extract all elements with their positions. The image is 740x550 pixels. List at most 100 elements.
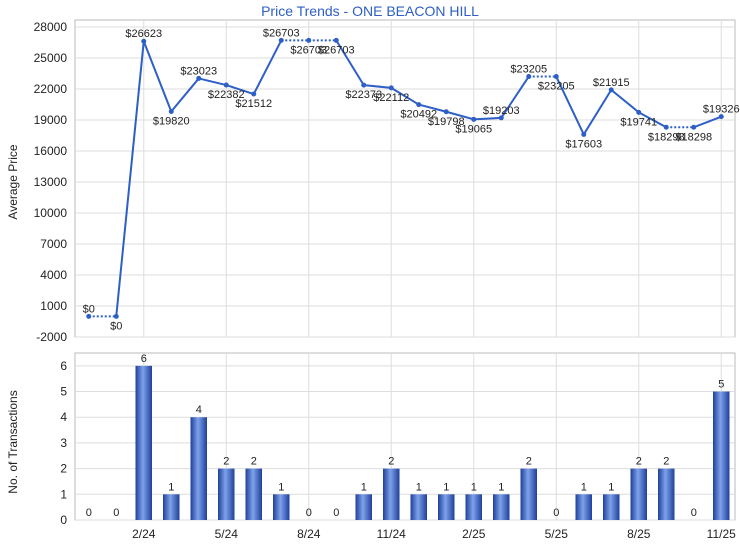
data-label: 1 — [581, 481, 587, 493]
data-label: $19326 — [703, 104, 740, 116]
bar — [438, 494, 455, 520]
y-tick-label: 2 — [60, 462, 67, 476]
line-segment — [610, 89, 640, 114]
point — [251, 91, 257, 97]
bar — [135, 365, 152, 520]
point — [141, 38, 147, 44]
line-segment — [115, 41, 145, 317]
y-tick-label: 4 — [60, 410, 67, 424]
y-tick-label: 25000 — [34, 51, 68, 65]
y-tick-label: 1000 — [40, 299, 67, 313]
data-label: 0 — [86, 507, 92, 519]
data-label: 1 — [416, 481, 422, 493]
data-label: 0 — [306, 507, 312, 519]
y-tick-label: 7000 — [40, 237, 67, 251]
data-label: 2 — [636, 456, 642, 468]
bar — [383, 468, 400, 520]
x-tick-label: 8/24 — [297, 527, 321, 541]
y-tick-label: -2000 — [36, 330, 67, 344]
x-tick-label: 11/25 — [707, 527, 736, 541]
y-tick-label: 3 — [60, 436, 67, 450]
point — [278, 37, 284, 43]
data-label: 1 — [168, 481, 174, 493]
line-segment — [418, 103, 447, 113]
line-segment — [390, 86, 420, 106]
line-segment — [693, 115, 722, 129]
point — [581, 131, 587, 137]
data-label: $23205 — [510, 64, 547, 76]
x-tick-label: 8/25 — [627, 527, 651, 541]
data-label: $19798 — [428, 116, 465, 128]
data-label: $18298 — [648, 131, 685, 143]
data-label: $21915 — [593, 77, 630, 89]
y-tick-label: 0 — [60, 513, 67, 527]
data-label: $18298 — [675, 131, 712, 143]
data-label: 2 — [251, 456, 257, 468]
y-tick-label: 13000 — [34, 175, 68, 189]
data-label: 0 — [691, 507, 697, 519]
data-label: 6 — [141, 353, 147, 365]
bar — [603, 494, 620, 520]
data-label: 1 — [443, 481, 449, 493]
data-label: 2 — [526, 456, 532, 468]
data-label: $0 — [110, 320, 122, 332]
y-tick-label: 19000 — [34, 113, 68, 127]
line-segment — [638, 111, 667, 129]
bar — [493, 494, 510, 520]
point — [306, 37, 312, 43]
point — [608, 87, 614, 93]
data-label: $22112 — [373, 92, 409, 104]
y-tick-label: 5 — [60, 385, 67, 399]
point — [223, 82, 229, 88]
data-label: $22382 — [208, 89, 245, 101]
bar — [658, 468, 675, 520]
point — [196, 75, 202, 81]
point — [691, 124, 697, 130]
bar — [273, 494, 290, 520]
data-label: $19203 — [483, 105, 520, 117]
data-label: $19820 — [153, 116, 190, 128]
bar — [520, 468, 537, 520]
line-segment — [335, 39, 365, 86]
data-label: $20492 — [400, 109, 437, 121]
data-label: $19065 — [455, 123, 492, 135]
data-label: $0 — [83, 303, 95, 315]
bar — [190, 417, 207, 520]
data-label: 4 — [196, 404, 202, 416]
point — [86, 313, 92, 319]
point — [718, 114, 724, 120]
bar — [465, 494, 482, 520]
data-label: $23023 — [180, 65, 217, 77]
y-tick-label: 6 — [60, 359, 67, 373]
y-tick-label: 10000 — [34, 206, 68, 220]
point — [168, 109, 174, 115]
point — [416, 102, 422, 108]
y-axis-label: Average Price — [6, 144, 20, 219]
y-tick-label: 16000 — [34, 144, 68, 158]
point — [388, 85, 394, 91]
data-label: 2 — [663, 456, 669, 468]
x-tick-label: 2/24 — [132, 527, 156, 541]
point — [553, 74, 559, 80]
data-label: 2 — [388, 456, 394, 468]
data-label: 1 — [471, 481, 477, 493]
data-label: 1 — [361, 481, 367, 493]
point — [333, 37, 339, 43]
bar — [163, 494, 180, 520]
data-label: $26703 — [318, 44, 355, 56]
data-label: 0 — [553, 507, 559, 519]
chart-title: Price Trends - ONE BEACON HILL — [261, 3, 479, 19]
point — [498, 115, 504, 121]
line-segment — [445, 110, 475, 121]
bar — [218, 468, 235, 520]
line-segment — [252, 39, 283, 95]
x-tick-label: 11/24 — [377, 527, 406, 541]
line-segment — [555, 76, 585, 135]
point — [636, 109, 642, 115]
line-segment — [225, 84, 255, 95]
line-segment — [198, 77, 227, 87]
line-segment — [363, 84, 392, 89]
data-label: $26703 — [290, 44, 327, 56]
bar — [630, 468, 647, 520]
bar — [245, 468, 262, 520]
